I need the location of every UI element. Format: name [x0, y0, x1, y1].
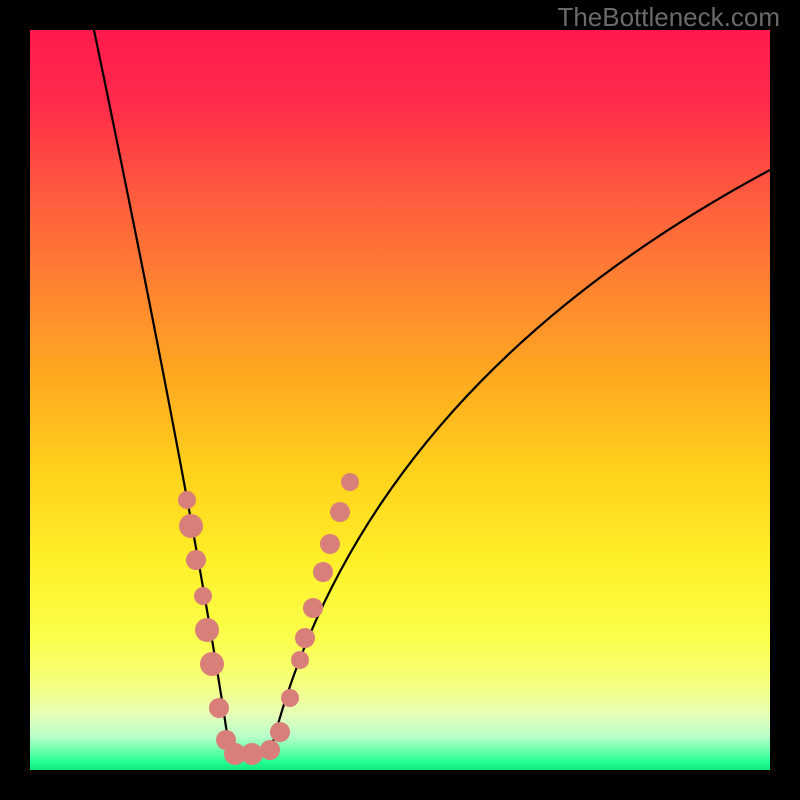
curve-marker	[194, 587, 212, 605]
curve-marker	[179, 514, 203, 538]
curve-layer	[30, 30, 770, 770]
curve-marker	[209, 698, 229, 718]
plot-area	[30, 30, 770, 770]
curve-marker	[291, 651, 309, 669]
v-curve	[94, 30, 770, 754]
curve-marker	[303, 598, 323, 618]
curve-marker	[295, 628, 315, 648]
curve-marker	[320, 534, 340, 554]
curve-marker	[178, 491, 196, 509]
curve-marker	[195, 618, 219, 642]
curve-marker	[313, 562, 333, 582]
curve-marker	[270, 722, 290, 742]
curve-marker	[260, 740, 280, 760]
curve-markers	[178, 473, 359, 765]
watermark-text: TheBottleneck.com	[557, 2, 780, 33]
curve-marker	[281, 689, 299, 707]
curve-marker	[341, 473, 359, 491]
curve-marker	[241, 743, 263, 765]
curve-marker	[330, 502, 350, 522]
curve-marker	[200, 652, 224, 676]
curve-marker	[186, 550, 206, 570]
